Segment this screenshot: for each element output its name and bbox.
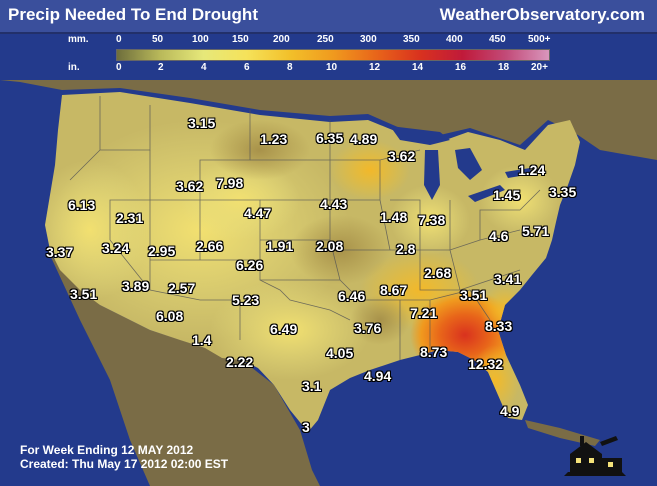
legend-mm-tick: 250 bbox=[317, 34, 334, 45]
legend-mm-tick: 300 bbox=[360, 34, 377, 45]
map-value-label: 4.47 bbox=[244, 205, 272, 221]
map-value-label: 3.62 bbox=[388, 148, 416, 164]
lake-superior bbox=[390, 126, 450, 145]
legend-mm-tick: 350 bbox=[403, 34, 420, 45]
legend-in-tick: 12 bbox=[369, 62, 381, 73]
footer-info: For Week Ending 12 MAY 2012 Created: Thu… bbox=[20, 443, 228, 471]
map-value-label: 3.51 bbox=[460, 287, 488, 303]
map-value-label: 3.35 bbox=[549, 184, 577, 200]
map-value-label: 6.13 bbox=[68, 197, 96, 213]
map-value-label: 2.66 bbox=[196, 238, 224, 254]
map-value-label: 5.23 bbox=[232, 292, 260, 308]
lake-huron bbox=[455, 148, 482, 180]
map-value-label: 2.08 bbox=[316, 238, 344, 254]
map-value-label: 4.94 bbox=[364, 368, 392, 384]
legend-mm-unit: mm. bbox=[68, 34, 89, 45]
map-value-label: 2.95 bbox=[148, 243, 176, 259]
map-value-label: 3.15 bbox=[188, 115, 216, 131]
legend-in-tick: 4 bbox=[201, 62, 207, 73]
map-value-label: 4.43 bbox=[320, 196, 348, 212]
legend-mm-tick: 50 bbox=[152, 34, 164, 45]
map-value-label: 3.62 bbox=[176, 178, 204, 194]
legend-in-tick: 6 bbox=[244, 62, 250, 73]
map-value-label: 6.46 bbox=[338, 288, 366, 304]
map-value-label: 1.23 bbox=[260, 131, 288, 147]
legend-in-tick: 16 bbox=[455, 62, 467, 73]
legend-in-tick: 20+ bbox=[531, 62, 548, 73]
legend-mm-tick: 450 bbox=[489, 34, 506, 45]
map-value-label: 3.37 bbox=[46, 244, 74, 260]
map-value-label: 7.98 bbox=[216, 175, 244, 191]
observatory-logo-icon bbox=[564, 436, 626, 476]
legend-in-unit: in. bbox=[68, 62, 80, 73]
legend-in-tick: 10 bbox=[326, 62, 338, 73]
legend-in-tick: 2 bbox=[158, 62, 164, 73]
legend-in-tick: 8 bbox=[287, 62, 293, 73]
map-value-label: 2.68 bbox=[424, 265, 452, 281]
footer-created-line: Created: Thu May 17 2012 02:00 EST bbox=[20, 457, 229, 471]
map-value-label: 7.38 bbox=[418, 212, 446, 228]
legend-in-tick: 0 bbox=[116, 62, 122, 73]
map-value-label: 2.31 bbox=[116, 210, 144, 226]
site-link[interactable]: WeatherObservatory.com bbox=[439, 5, 645, 24]
legend-mm-tick: 0 bbox=[116, 34, 122, 45]
map-value-label: 7.21 bbox=[410, 305, 438, 321]
map-value-label: 4.9 bbox=[500, 403, 520, 419]
map-value-label: 8.73 bbox=[420, 344, 448, 360]
canada-landmass bbox=[0, 80, 657, 160]
legend-mm-tick: 100 bbox=[192, 34, 209, 45]
legend-in-row: in. 0 2 4 6 8 10 12 14 16 18 20+ bbox=[68, 62, 558, 76]
map-value-label: 3.89 bbox=[122, 278, 150, 294]
map-value-label: 4.6 bbox=[489, 228, 509, 244]
map-value-label: 3.41 bbox=[494, 271, 522, 287]
map-value-label: 3.1 bbox=[302, 378, 322, 394]
footer-week-line: For Week Ending 12 MAY 2012 bbox=[20, 443, 194, 457]
map-value-label: 1.48 bbox=[380, 209, 408, 225]
map-value-label: 1.24 bbox=[518, 162, 546, 178]
legend-in-tick: 18 bbox=[498, 62, 510, 73]
map-value-label: 5.71 bbox=[522, 223, 550, 239]
legend-mm-row: mm. 0 50 100 150 200 250 300 350 400 450… bbox=[68, 34, 558, 48]
legend: mm. 0 50 100 150 200 250 300 350 400 450… bbox=[68, 32, 558, 76]
map-value-label: 2.8 bbox=[396, 241, 416, 257]
legend-mm-tick: 400 bbox=[446, 34, 463, 45]
header-bar: Precip Needed To End Drought WeatherObse… bbox=[0, 0, 657, 34]
map-value-label: 4.05 bbox=[326, 345, 354, 361]
page-title: Precip Needed To End Drought bbox=[8, 5, 258, 24]
legend-gradient bbox=[116, 49, 550, 61]
map-value-label: 3 bbox=[302, 419, 310, 435]
map-value-label: 2.22 bbox=[226, 354, 254, 370]
map-value-label: 6.35 bbox=[316, 130, 344, 146]
map-value-label: 8.67 bbox=[380, 282, 408, 298]
map-value-label: 1.91 bbox=[266, 238, 294, 254]
map-value-label: 6.08 bbox=[156, 308, 184, 324]
map-value-label: 1.45 bbox=[493, 187, 521, 203]
legend-mm-tick: 200 bbox=[273, 34, 290, 45]
map-value-label: 3.51 bbox=[70, 286, 98, 302]
map-value-label: 2.57 bbox=[168, 280, 196, 296]
map-value-label: 3.76 bbox=[354, 320, 382, 336]
legend-mm-tick: 150 bbox=[232, 34, 249, 45]
map-value-label: 3.24 bbox=[102, 240, 130, 256]
map-value-label: 1.4 bbox=[192, 332, 212, 348]
map-value-label: 4.89 bbox=[350, 131, 378, 147]
state-boundaries bbox=[69, 96, 541, 360]
mexico-landmass bbox=[50, 255, 320, 486]
lake-michigan bbox=[424, 150, 440, 200]
legend-mm-tick: 500+ bbox=[528, 34, 551, 45]
map-value-label: 6.49 bbox=[270, 321, 298, 337]
lake-erie bbox=[468, 185, 505, 202]
legend-in-tick: 14 bbox=[412, 62, 424, 73]
map-value-label: 6.26 bbox=[236, 257, 264, 273]
lake-ontario bbox=[505, 168, 532, 178]
map-value-label: 12.32 bbox=[468, 356, 504, 372]
map-value-label: 8.33 bbox=[485, 318, 513, 334]
